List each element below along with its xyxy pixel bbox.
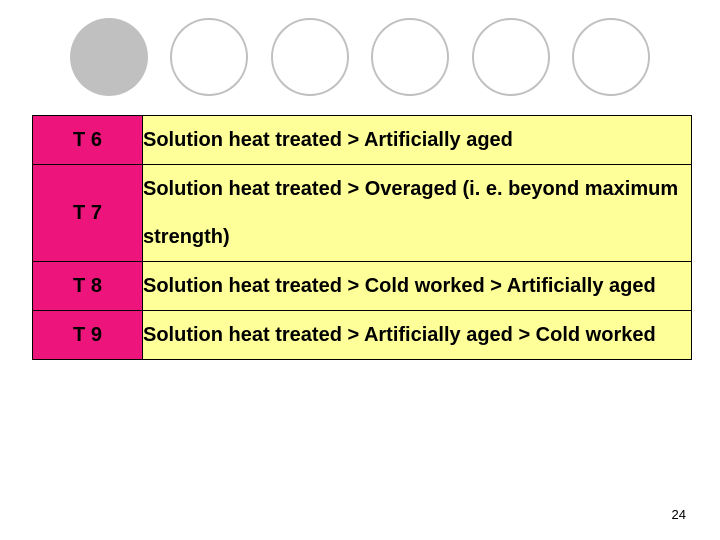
temper-label: T 8 [33,262,143,311]
circle-icon [371,18,449,96]
temper-description: Solution heat treated > Overaged (i. e. … [143,165,692,262]
circle-icon [271,18,349,96]
temper-designation-table: T 6 Solution heat treated > Artificially… [32,115,692,360]
table-row: T 6 Solution heat treated > Artificially… [33,116,692,165]
temper-description: Solution heat treated > Artificially age… [143,311,692,360]
circle-icon [472,18,550,96]
temper-description: Solution heat treated > Artificially age… [143,116,692,165]
temper-label: T 9 [33,311,143,360]
temper-label: T 6 [33,116,143,165]
table-row: T 9 Solution heat treated > Artificially… [33,311,692,360]
circle-icon [572,18,650,96]
circle-icon [170,18,248,96]
table-row: T 7 Solution heat treated > Overaged (i.… [33,165,692,262]
temper-label: T 7 [33,165,143,262]
page-number: 24 [672,507,686,522]
table-row: T 8 Solution heat treated > Cold worked … [33,262,692,311]
circle-icon [70,18,148,96]
temper-description: Solution heat treated > Cold worked > Ar… [143,262,692,311]
decorative-circles [0,0,720,96]
